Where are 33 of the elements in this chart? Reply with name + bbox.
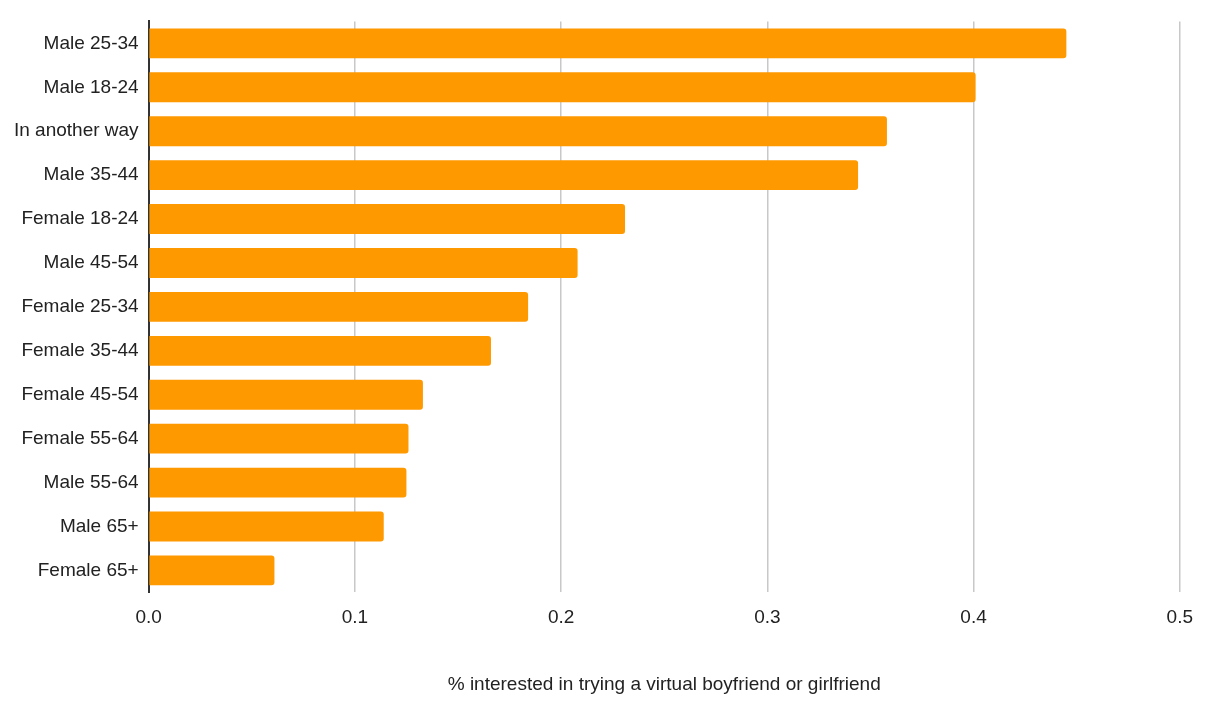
y-tick-label: Male 65+ <box>59 514 139 536</box>
x-tick-label: 0.2 <box>547 606 575 628</box>
x-tick-label: 0.3 <box>754 606 781 628</box>
y-tick-label: Female 55-64 <box>21 426 140 448</box>
x-tick-label: 0.4 <box>960 606 988 628</box>
y-tick-label: Male 18-24 <box>43 75 140 97</box>
bar <box>149 379 423 410</box>
x-axis-title: % interested in trying a virtual boyfriend or girlfriend <box>447 672 881 694</box>
y-tick-label: Male 25-34 <box>43 31 140 53</box>
x-tick-label: 0.1 <box>341 606 369 628</box>
bar <box>149 511 384 542</box>
x-tick-label: 0.0 <box>135 606 162 628</box>
y-tick-label: Female 25-34 <box>21 295 140 317</box>
bar <box>149 335 491 366</box>
bar <box>149 248 578 278</box>
bar <box>149 72 976 103</box>
y-tick-label: Female 35-44 <box>21 339 140 361</box>
y-tick-label: Male 45-54 <box>43 251 140 273</box>
y-tick-label: Male 35-44 <box>43 163 140 185</box>
bar <box>149 28 1067 59</box>
bar <box>149 555 275 586</box>
y-tick-label: Female 45-54 <box>21 382 140 404</box>
x-tick-label: 0.5 <box>1166 606 1193 628</box>
y-tick-label: Female 18-24 <box>21 207 140 229</box>
bar <box>149 204 626 234</box>
bar <box>149 467 407 498</box>
y-tick-label: Male 55-64 <box>43 470 140 492</box>
y-tick-label: In another way <box>13 119 140 141</box>
bar <box>149 291 529 322</box>
bar <box>149 423 409 454</box>
bar <box>149 160 859 191</box>
y-tick-label: Female 65+ <box>37 558 139 580</box>
bar <box>149 116 887 147</box>
